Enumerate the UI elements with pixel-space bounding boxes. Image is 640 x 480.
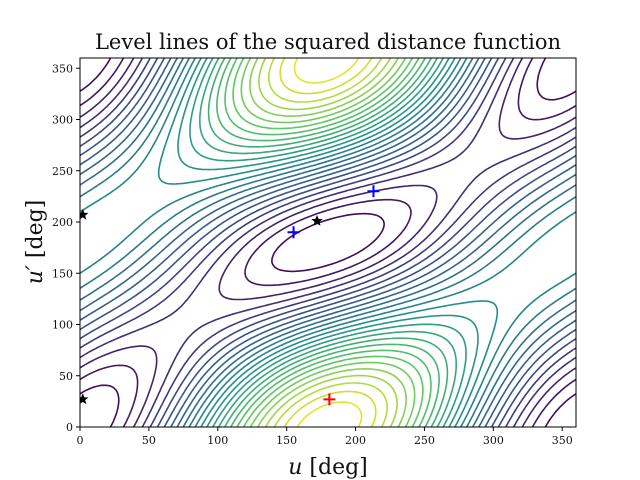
y-tick-label: 150 — [52, 267, 73, 280]
x-tick-label: 50 — [142, 434, 156, 447]
y-tick-label: 0 — [66, 421, 73, 434]
black-star-2 — [80, 208, 89, 220]
x-tick-label: 200 — [345, 434, 366, 447]
x-tick-label: 0 — [77, 434, 84, 447]
x-axis-symbol: u — [288, 455, 302, 480]
x-tick-label: 100 — [207, 434, 228, 447]
black-star-1 — [311, 215, 323, 226]
y-tick-label: 300 — [52, 114, 73, 127]
contour-level — [80, 58, 576, 427]
black-star-3 — [80, 393, 89, 405]
x-tick-label: 250 — [414, 434, 435, 447]
contour-level — [177, 58, 479, 427]
contour-level — [293, 58, 363, 427]
contour-level — [249, 58, 407, 427]
x-axis-ticks: 0 50 100 150 200 250 300 350 — [77, 427, 573, 447]
contour-level — [80, 58, 576, 427]
blue-cross-2 — [367, 185, 380, 198]
contour-level — [80, 58, 576, 427]
blue-cross-1 — [287, 226, 300, 239]
y-axis-label: u′ [deg] — [23, 200, 48, 285]
y-axis-ticks: 0 50 100 150 200 250 300 350 — [52, 62, 80, 434]
contour-level — [268, 58, 388, 427]
red-cross — [323, 393, 336, 406]
y-tick-label: 200 — [52, 216, 73, 229]
contour-level — [80, 58, 576, 427]
contour-level — [240, 58, 416, 427]
x-tick-label: 300 — [483, 434, 504, 447]
contour-level — [258, 58, 398, 427]
x-axis-label: u [deg] — [288, 455, 368, 480]
contour-level — [80, 58, 576, 427]
y-tick-label: 250 — [52, 165, 73, 178]
contour-level — [80, 58, 576, 427]
contour-level — [80, 58, 576, 427]
x-tick-label: 150 — [276, 434, 297, 447]
x-tick-label: 350 — [552, 434, 573, 447]
contour-level — [189, 58, 467, 427]
point-markers — [80, 185, 380, 406]
contour-level — [216, 58, 440, 427]
y-tick-label: 350 — [52, 62, 73, 75]
contour-level — [207, 58, 449, 427]
contour-lines — [80, 58, 576, 427]
y-tick-label: 100 — [52, 319, 73, 332]
y-axis-unit: [deg] — [23, 200, 48, 265]
contour-level — [232, 58, 424, 427]
plot-frame — [79, 57, 577, 428]
contour-level — [80, 58, 576, 427]
contour-level — [224, 58, 432, 427]
x-axis-unit: [deg] — [302, 455, 367, 480]
y-tick-label: 50 — [59, 370, 73, 383]
contour-level — [157, 58, 499, 427]
chart-title: Level lines of the squared distance func… — [95, 30, 561, 54]
y-axis-symbol: u′ — [23, 265, 48, 284]
contour-level — [80, 58, 576, 427]
contour-level — [80, 58, 576, 427]
